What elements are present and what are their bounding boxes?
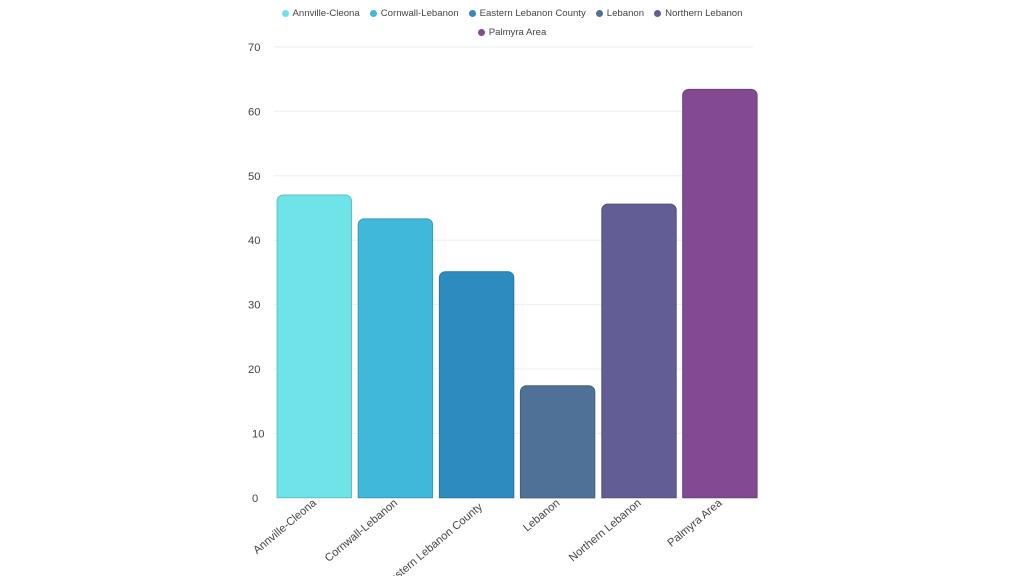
- svg-text:Northern Lebanon: Northern Lebanon: [567, 497, 644, 564]
- svg-text:10: 10: [252, 428, 264, 440]
- svg-text:Eastern Lebanon County: Eastern Lebanon County: [382, 501, 485, 576]
- svg-text:Annville-Cleona: Annville-Cleona: [251, 497, 319, 557]
- svg-text:60: 60: [248, 106, 260, 118]
- svg-text:Cornwall-Lebanon: Cornwall-Lebanon: [323, 497, 400, 565]
- svg-text:30: 30: [248, 300, 260, 312]
- svg-text:20: 20: [248, 364, 260, 376]
- svg-text:Palmyra Area: Palmyra Area: [665, 497, 725, 550]
- svg-text:50: 50: [248, 171, 260, 183]
- svg-text:40: 40: [248, 235, 260, 247]
- svg-text:0: 0: [252, 493, 258, 505]
- svg-text:70: 70: [248, 42, 260, 54]
- svg-text:Lebanon: Lebanon: [521, 497, 562, 534]
